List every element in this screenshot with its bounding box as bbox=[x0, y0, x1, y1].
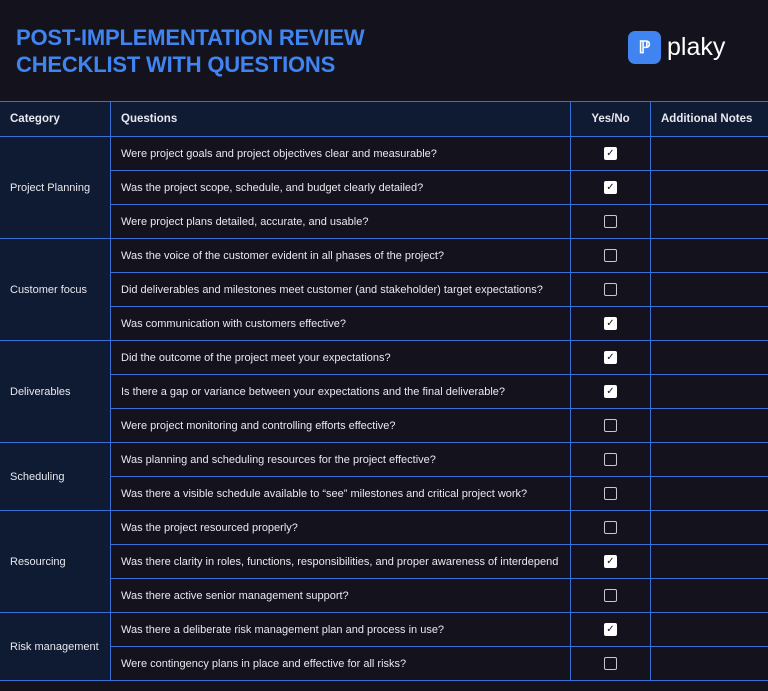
yes-no-cell bbox=[570, 646, 651, 681]
notes-cell[interactable] bbox=[650, 408, 768, 443]
yes-no-cell: ✓ bbox=[570, 612, 651, 647]
yes-no-cell bbox=[570, 238, 651, 273]
header-yes-no: Yes/No bbox=[570, 101, 651, 137]
notes-cell[interactable] bbox=[650, 544, 768, 579]
yes-no-cell bbox=[570, 408, 651, 443]
checkbox[interactable] bbox=[604, 657, 617, 670]
checkbox[interactable] bbox=[604, 283, 617, 296]
question-cell: Were project plans detailed, accurate, a… bbox=[110, 204, 571, 239]
checkbox[interactable] bbox=[604, 589, 617, 602]
table-row: Was there active senior management suppo… bbox=[0, 578, 768, 613]
notes-cell[interactable] bbox=[650, 510, 768, 545]
header-questions: Questions bbox=[110, 101, 571, 137]
question-cell: Was communication with customers effecti… bbox=[110, 306, 571, 341]
category-cell: Risk management bbox=[0, 612, 111, 681]
header-category: Category bbox=[0, 101, 111, 137]
question-cell: Was there a deliberate risk management p… bbox=[110, 612, 571, 647]
question-cell: Was there clarity in roles, functions, r… bbox=[110, 544, 571, 579]
notes-cell[interactable] bbox=[650, 646, 768, 681]
yes-no-cell bbox=[570, 442, 651, 477]
table-row: Project Planning Were project goals and p… bbox=[0, 136, 768, 239]
yes-no-cell bbox=[570, 476, 651, 511]
question-cell: Is there a gap or variance between your … bbox=[110, 374, 571, 409]
question-cell: Were project goals and project objective… bbox=[110, 136, 571, 171]
checkbox[interactable] bbox=[604, 215, 617, 228]
yes-no-cell: ✓ bbox=[570, 340, 651, 375]
table-row: Is there a gap or variance between your … bbox=[0, 374, 768, 409]
title-line-2: CHECKLIST WITH QUESTIONS bbox=[16, 52, 336, 77]
category-cell: Resourcing bbox=[0, 510, 111, 613]
checkbox[interactable] bbox=[604, 453, 617, 466]
question-cell: Did deliverables and milestones meet cus… bbox=[110, 272, 571, 307]
table-header-row: Category Questions Yes/No Additional Not… bbox=[0, 101, 768, 137]
notes-cell[interactable] bbox=[650, 272, 768, 307]
question-cell: Was planning and scheduling resources fo… bbox=[110, 442, 571, 477]
table-row: Was communication with customers effecti… bbox=[0, 306, 768, 341]
header-additional-notes: Additional Notes bbox=[650, 101, 768, 137]
table-row: Was the project scope, schedule, and bud… bbox=[0, 170, 768, 205]
notes-cell[interactable] bbox=[650, 374, 768, 409]
notes-cell[interactable] bbox=[650, 238, 768, 273]
checkbox[interactable] bbox=[604, 487, 617, 500]
yes-no-cell bbox=[570, 272, 651, 307]
checkbox[interactable]: ✓ bbox=[604, 623, 617, 636]
plaky-logo: ℙ plaky bbox=[628, 31, 725, 64]
notes-cell[interactable] bbox=[650, 340, 768, 375]
checkbox[interactable]: ✓ bbox=[604, 147, 617, 160]
category-cell: Customer focus bbox=[0, 238, 111, 341]
page-title: POST-IMPLEMENTATION REVIEW CHECKLIST WIT… bbox=[16, 24, 365, 78]
question-cell: Was there active senior management suppo… bbox=[110, 578, 571, 613]
notes-cell[interactable] bbox=[650, 578, 768, 613]
category-cell: Project Planning bbox=[0, 136, 111, 239]
question-cell: Was the project scope, schedule, and bud… bbox=[110, 170, 571, 205]
checkbox[interactable] bbox=[604, 521, 617, 534]
notes-cell[interactable] bbox=[650, 612, 768, 647]
notes-cell[interactable] bbox=[650, 306, 768, 341]
checkbox[interactable]: ✓ bbox=[604, 351, 617, 364]
notes-cell[interactable] bbox=[650, 170, 768, 205]
question-cell: Was the voice of the customer evident in… bbox=[110, 238, 571, 273]
title-line-1: POST-IMPLEMENTATION REVIEW bbox=[16, 25, 365, 50]
table-row: Did deliverables and milestones meet cus… bbox=[0, 272, 768, 307]
question-cell: Did the outcome of the project meet your… bbox=[110, 340, 571, 375]
yes-no-cell bbox=[570, 204, 651, 239]
notes-cell[interactable] bbox=[650, 476, 768, 511]
checkbox[interactable]: ✓ bbox=[604, 317, 617, 330]
checkbox[interactable]: ✓ bbox=[604, 181, 617, 194]
notes-cell[interactable] bbox=[650, 204, 768, 239]
question-cell: Was the project resourced properly? bbox=[110, 510, 571, 545]
table-row: Was there clarity in roles, functions, r… bbox=[0, 544, 768, 579]
question-cell: Were project monitoring and controlling … bbox=[110, 408, 571, 443]
table-row: Was there a visible schedule available t… bbox=[0, 476, 768, 511]
header: POST-IMPLEMENTATION REVIEW CHECKLIST WIT… bbox=[0, 0, 768, 101]
logo-text: plaky bbox=[667, 33, 726, 61]
checkbox[interactable] bbox=[604, 419, 617, 432]
checkbox[interactable] bbox=[604, 249, 617, 262]
table-row: Were contingency plans in place and effe… bbox=[0, 646, 768, 681]
table-row: Were project plans detailed, accurate, a… bbox=[0, 204, 768, 239]
question-cell: Was there a visible schedule available t… bbox=[110, 476, 571, 511]
category-cell: Deliverables bbox=[0, 340, 111, 443]
table-row: Scheduling Was planning and scheduling re… bbox=[0, 442, 768, 511]
checklist-table: Category Questions Yes/No Additional Not… bbox=[0, 101, 768, 681]
checkbox[interactable]: ✓ bbox=[604, 555, 617, 568]
yes-no-cell: ✓ bbox=[570, 136, 651, 171]
yes-no-cell: ✓ bbox=[570, 544, 651, 579]
table-row: Resourcing Was the project resourced prop… bbox=[0, 510, 768, 613]
checkbox[interactable]: ✓ bbox=[604, 385, 617, 398]
table-row: Were project monitoring and controlling … bbox=[0, 408, 768, 443]
plaky-logo-icon: ℙ bbox=[628, 31, 661, 64]
question-cell: Were contingency plans in place and effe… bbox=[110, 646, 571, 681]
yes-no-cell bbox=[570, 510, 651, 545]
notes-cell[interactable] bbox=[650, 442, 768, 477]
yes-no-cell: ✓ bbox=[570, 170, 651, 205]
table-row: Customer focus Was the voice of the custo… bbox=[0, 238, 768, 341]
yes-no-cell bbox=[570, 578, 651, 613]
table-row: Deliverables Did the outcome of the proje… bbox=[0, 340, 768, 443]
category-cell: Scheduling bbox=[0, 442, 111, 511]
notes-cell[interactable] bbox=[650, 136, 768, 171]
yes-no-cell: ✓ bbox=[570, 374, 651, 409]
table-row: Risk management Was there a deliberate ri… bbox=[0, 612, 768, 681]
yes-no-cell: ✓ bbox=[570, 306, 651, 341]
